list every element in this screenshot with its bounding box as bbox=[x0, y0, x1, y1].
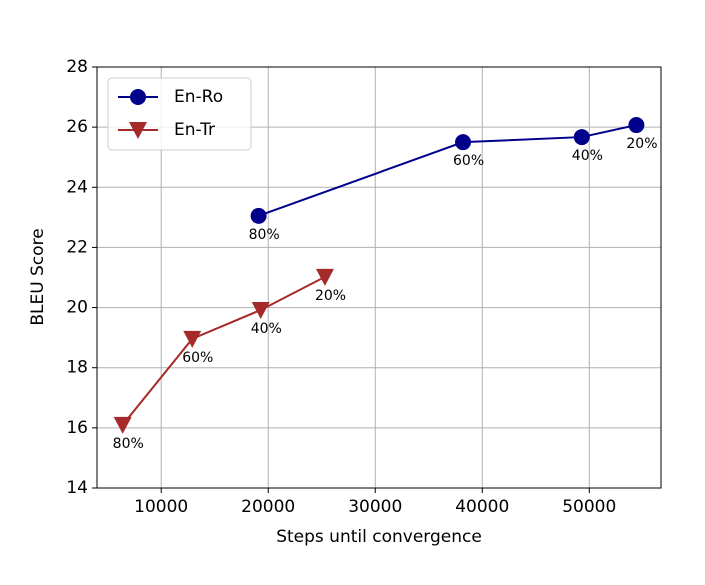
y-tick-label: 16 bbox=[66, 418, 88, 438]
y-tick-label: 18 bbox=[66, 358, 88, 378]
legend-marker bbox=[130, 89, 146, 105]
series-line bbox=[121, 276, 326, 426]
marker bbox=[628, 117, 645, 134]
y-tick-label: 26 bbox=[66, 117, 88, 137]
y-tick-label: 24 bbox=[66, 177, 88, 197]
point-annotation: 40% bbox=[251, 321, 282, 337]
marker bbox=[573, 129, 590, 146]
x-tick-label: 40000 bbox=[455, 497, 509, 517]
x-tick-label: 20000 bbox=[241, 497, 295, 517]
y-tick-label: 20 bbox=[66, 298, 88, 318]
y-axis-label: BLEU Score bbox=[28, 228, 48, 325]
marker bbox=[183, 330, 202, 348]
point-annotation: 80% bbox=[249, 227, 280, 243]
marker bbox=[251, 301, 270, 319]
x-tick-label: 50000 bbox=[562, 497, 616, 517]
marker bbox=[113, 416, 132, 434]
legend-label: En-Tr bbox=[174, 120, 215, 140]
y-tick-label: 14 bbox=[66, 478, 88, 498]
series-line bbox=[258, 124, 637, 217]
marker bbox=[315, 268, 334, 286]
marker bbox=[455, 134, 472, 151]
marker bbox=[250, 207, 267, 224]
x-tick-label: 10000 bbox=[134, 497, 188, 517]
point-annotation: 20% bbox=[626, 136, 657, 152]
x-tick-label: 30000 bbox=[348, 497, 402, 517]
point-annotation: 40% bbox=[572, 148, 603, 164]
y-tick-label: 28 bbox=[66, 57, 88, 77]
y-tick-label: 22 bbox=[66, 237, 88, 257]
legend-label: En-Ro bbox=[174, 87, 223, 107]
legend-marker bbox=[129, 122, 147, 139]
point-annotation: 80% bbox=[113, 436, 144, 452]
point-annotation: 20% bbox=[315, 288, 346, 304]
x-axis-label: Steps until convergence bbox=[276, 527, 482, 547]
point-annotation: 60% bbox=[182, 350, 213, 366]
plot-frame bbox=[96, 66, 662, 489]
point-annotation: 60% bbox=[453, 153, 484, 169]
